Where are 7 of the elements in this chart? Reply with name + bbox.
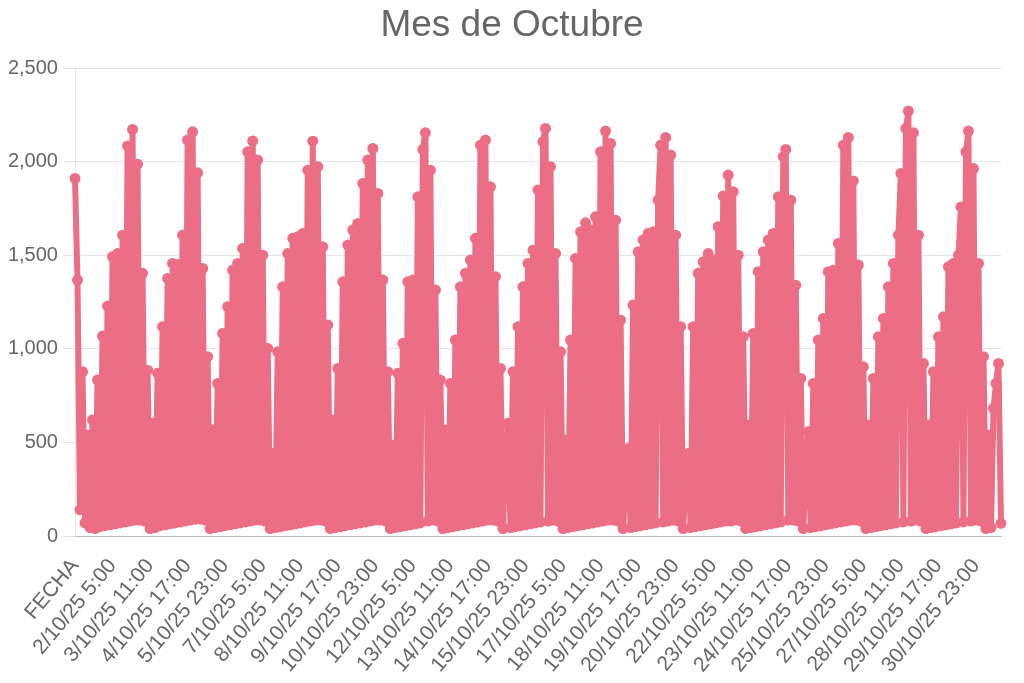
y-tick-label: 2,000 bbox=[7, 149, 58, 172]
y-tick-label: 2,500 bbox=[7, 55, 58, 78]
y-tick-label: 500 bbox=[24, 429, 58, 452]
y-tick-label: 1,000 bbox=[7, 336, 58, 359]
chart-title: Mes de Octubre bbox=[379, 3, 645, 45]
y-tick-label: 0 bbox=[46, 523, 58, 546]
y-tick-label: 1,500 bbox=[7, 242, 58, 265]
